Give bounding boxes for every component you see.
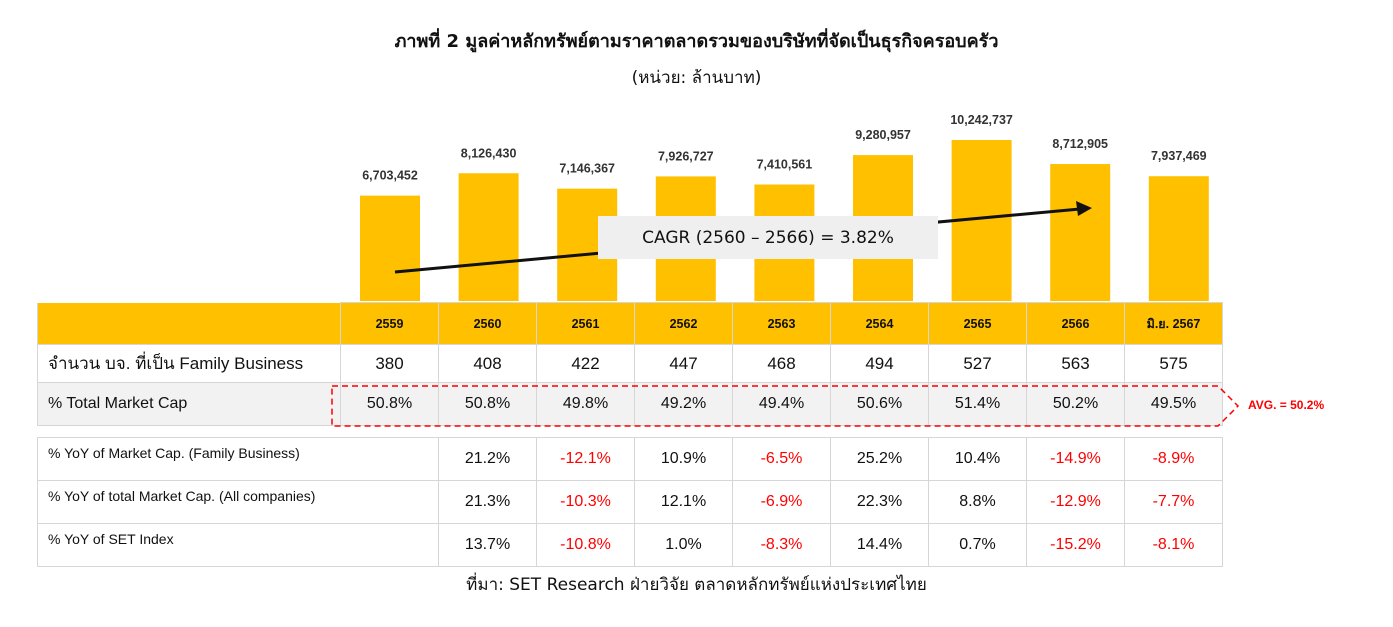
row-label: % YoY of SET Index [37, 523, 439, 567]
bar-value-label: 9,280,957 [855, 128, 911, 142]
year-header-row: 2559 2560 2561 2562 2563 2564 2565 2566 มิ.ย. 25… [37, 302, 1223, 345]
market-cap-share-cell: 50.8% [438, 382, 537, 426]
market-cap-share-cell: 49.4% [732, 382, 831, 426]
yoy-value-cell: 21.3% [438, 480, 537, 524]
bar-2566 [1050, 164, 1111, 301]
family-count-cell: 468 [732, 344, 831, 383]
bar-value-label: 7,926,727 [658, 149, 714, 163]
family-count-cell: 563 [1026, 344, 1125, 383]
family-count-cell: 408 [438, 344, 537, 383]
family-count-cell: 575 [1124, 344, 1223, 383]
yoy-value-cell: -10.3% [536, 480, 635, 524]
year-header-cell: 2559 [340, 302, 439, 345]
bar-2559 [360, 195, 420, 301]
yoy-value-cell: -12.9% [1026, 480, 1125, 524]
bar-value-label: 6,703,452 [362, 169, 418, 183]
yoy-value-cell: -8.1% [1124, 523, 1223, 567]
header-corner-cell [37, 302, 341, 345]
bar-value-label: 7,146,367 [559, 162, 615, 176]
bar-chart: 6,703,452 8,126,430 7,146,367 7,926,727 7,41… [360, 113, 1209, 301]
row-label: % Total Market Cap [37, 382, 341, 426]
yoy-value-cell: -10.8% [536, 523, 635, 567]
bar-2560 [458, 173, 519, 301]
row-label: % YoY of Market Cap. (Family Business) [37, 437, 439, 481]
yoy-row: % YoY of Market Cap. (Family Business) 21… [37, 437, 1223, 481]
summary-table: 2559 2560 2561 2562 2563 2564 2565 2566 มิ.ย. 25… [37, 302, 1223, 426]
year-header-cell: มิ.ย. 2567 [1124, 302, 1223, 345]
yoy-row: % YoY of total Market Cap. (All companie… [37, 480, 1223, 524]
yoy-value-cell: -8.3% [732, 523, 831, 567]
yoy-value-cell: -8.9% [1124, 437, 1223, 481]
year-header-cell: 2562 [634, 302, 733, 345]
year-header-cell: 2566 [1026, 302, 1125, 345]
avg-highlight-box [331, 385, 1240, 427]
family-count-cell: 422 [536, 344, 635, 383]
yoy-value-cell: -6.5% [732, 437, 831, 481]
market-cap-share-cell: 49.5% [1124, 382, 1223, 426]
yoy-value-cell: -7.7% [1124, 480, 1223, 524]
total-market-cap-row: % Total Market Cap 50.8% 50.8% 49.8% 49.2% 4… [37, 382, 1223, 426]
family-count-cell: 494 [830, 344, 929, 383]
yoy-value-cell: 22.3% [830, 480, 929, 524]
year-header-cell: 2563 [732, 302, 831, 345]
yoy-value-cell: 21.2% [438, 437, 537, 481]
bar-value-label: 10,242,737 [950, 113, 1013, 127]
chart-title: ภาพที่ 2 มูลค่าหลักทรัพย์ตามราคาตลาดรวมข… [394, 31, 999, 52]
market-cap-share-cell: 51.4% [928, 382, 1027, 426]
year-header-cell: 2565 [928, 302, 1027, 345]
market-cap-share-cell: 49.8% [536, 382, 635, 426]
yoy-value-cell: -12.1% [536, 437, 635, 481]
yoy-value-cell: 12.1% [634, 480, 733, 524]
row-label: จำนวน บจ. ที่เป็น Family Business [37, 344, 341, 383]
yoy-value-cell: 10.4% [928, 437, 1027, 481]
avg-label: AVG. = 50.2% [1248, 398, 1325, 412]
bar-value-label: 7,937,469 [1151, 149, 1207, 163]
bar-มิ.ย. 2567 [1148, 176, 1209, 301]
yoy-value-cell: 10.9% [634, 437, 733, 481]
source-note: ที่มา: SET Research ฝ่ายวิจัย ตลาดหลักทร… [466, 575, 927, 595]
yoy-value-cell: 1.0% [634, 523, 733, 567]
family-count-cell: 380 [340, 344, 439, 383]
year-header-cell: 2560 [438, 302, 537, 345]
market-cap-share-cell: 50.6% [830, 382, 929, 426]
year-header-cell: 2564 [830, 302, 929, 345]
yoy-row: % YoY of SET Index 13.7% -10.8% 1.0% -8.3% 14… [37, 523, 1223, 567]
bar-value-label: 7,410,561 [757, 158, 813, 172]
family-count-cell: 527 [928, 344, 1027, 383]
family-business-count-row: จำนวน บจ. ที่เป็น Family Business 380 408… [37, 344, 1223, 383]
yoy-value-cell: 8.8% [928, 480, 1027, 524]
yoy-value-cell: -6.9% [732, 480, 831, 524]
yoy-table: % YoY of Market Cap. (Family Business) 21… [37, 437, 1223, 567]
chart-subtitle: (หน่วย: ล้านบาท) [631, 68, 762, 88]
bar-value-label: 8,126,430 [461, 146, 517, 160]
yoy-value-cell: -15.2% [1026, 523, 1125, 567]
cagr-arrow-head [1076, 201, 1092, 216]
yoy-value-cell: -14.9% [1026, 437, 1125, 481]
cagr-annotation: CAGR (2560 – 2566) = 3.82% [598, 216, 938, 259]
yoy-value-cell: 13.7% [438, 523, 537, 567]
family-count-cell: 447 [634, 344, 733, 383]
yoy-value-cell: 25.2% [830, 437, 929, 481]
yoy-value-cell: 14.4% [830, 523, 929, 567]
bar-value-label: 8,712,905 [1052, 137, 1108, 151]
yoy-value-cell: 0.7% [928, 523, 1027, 567]
row-label: % YoY of total Market Cap. (All companie… [37, 480, 439, 524]
market-cap-share-cell: 50.2% [1026, 382, 1125, 426]
year-header-cell: 2561 [536, 302, 635, 345]
